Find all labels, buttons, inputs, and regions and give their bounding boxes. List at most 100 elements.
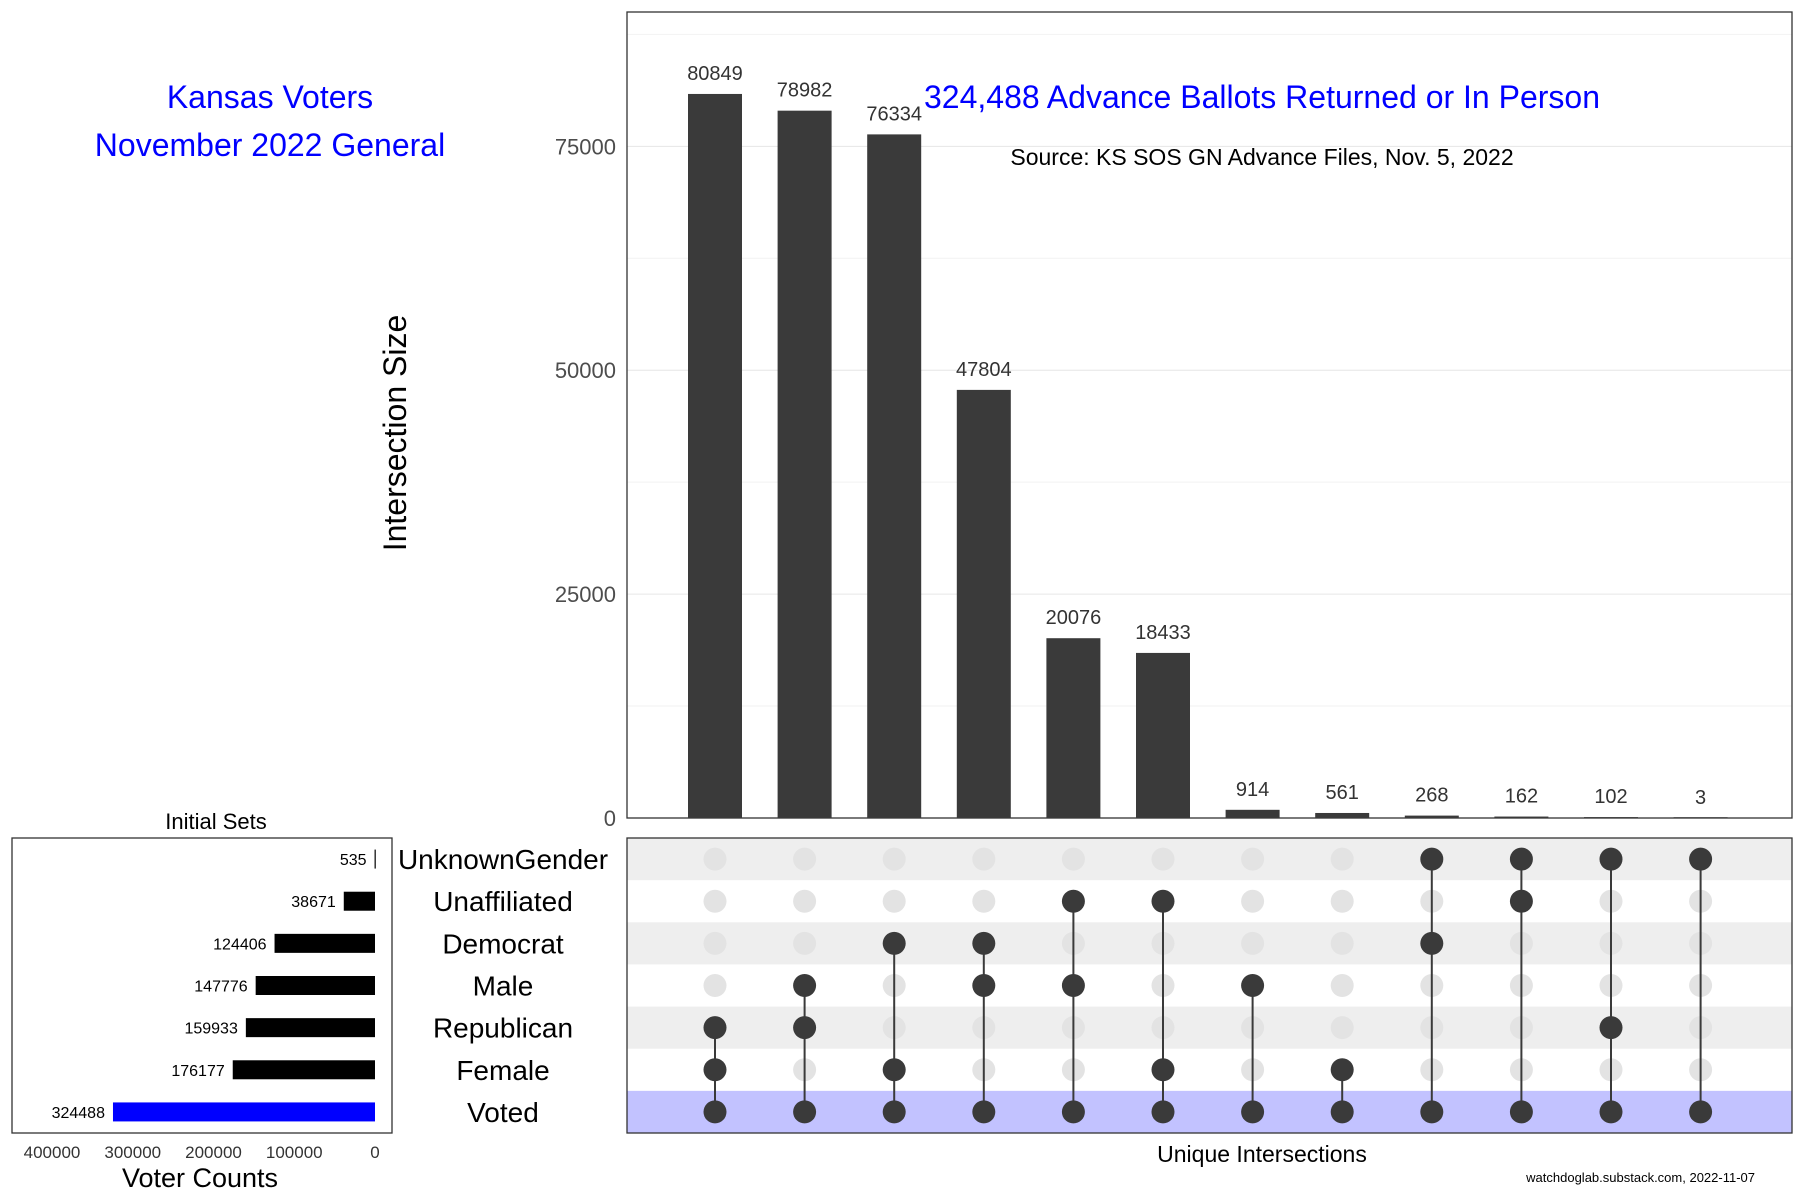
bar-value-label: 914 <box>1236 779 1269 801</box>
intersection-bar <box>1584 817 1638 818</box>
matrix-stripe <box>627 1006 1792 1049</box>
set-panel-title: Initial Sets <box>165 809 267 834</box>
matrix-dot-inactive <box>703 847 727 871</box>
matrix-dot-inactive <box>1151 847 1175 871</box>
bar-value-label: 561 <box>1326 782 1359 804</box>
set-size-label: 324488 <box>52 1105 105 1122</box>
set-size-panel: Initial Sets 535 38671 124406 147776 159933 17… <box>11 809 393 1193</box>
chart-title-line2: November 2022 General <box>95 127 445 163</box>
matrix-dot-active <box>1151 1100 1175 1124</box>
matrix-dot-inactive <box>703 889 727 913</box>
matrix-dot-active <box>703 1016 727 1040</box>
matrix-dot-inactive <box>793 931 817 955</box>
matrix-dot-active <box>1509 1100 1533 1124</box>
bar-value-label: 162 <box>1505 786 1538 808</box>
matrix-dot-inactive <box>1241 847 1265 871</box>
set-size-bar <box>374 849 376 869</box>
set-row-label: Voted <box>467 1097 539 1128</box>
set-x-axis-label: Voter Counts <box>122 1163 278 1193</box>
bar-value-label: 3 <box>1695 787 1706 809</box>
matrix-dot-active <box>972 1100 996 1124</box>
intersection-bar <box>1673 817 1728 818</box>
matrix-dot-active <box>1151 1058 1175 1082</box>
set-row-label: Female <box>456 1055 549 1086</box>
intersection-bar <box>1046 638 1101 818</box>
set-x-tick-label: 100000 <box>266 1143 323 1162</box>
intersection-bar <box>1494 816 1549 818</box>
matrix-dot-active <box>1061 974 1085 997</box>
matrix-frame <box>626 837 1793 1134</box>
bar-value-label: 76334 <box>866 103 922 125</box>
intersection-bar <box>688 93 742 819</box>
bar-value-label: 78982 <box>777 80 833 102</box>
matrix-dot-active <box>1599 847 1623 871</box>
bar-value-label: 20076 <box>1046 607 1102 629</box>
chart-title-line1: Kansas Voters <box>167 79 373 115</box>
matrix-dot-active <box>1599 1016 1623 1040</box>
matrix-dot-active <box>703 1058 727 1082</box>
set-size-label: 535 <box>340 852 367 869</box>
matrix-dot-active <box>1241 974 1265 997</box>
matrix-dot-active <box>1061 1100 1085 1124</box>
matrix-dot-inactive <box>882 889 906 913</box>
intersection-bar <box>1225 809 1280 818</box>
matrix-dot-inactive <box>972 847 996 871</box>
matrix-dot-inactive <box>703 931 727 955</box>
set-x-tick-label: 400000 <box>24 1143 81 1162</box>
set-x-tick-label: 0 <box>370 1143 379 1162</box>
source-note: Source: KS SOS GN Advance Files, Nov. 5,… <box>1010 144 1513 170</box>
intersection-bar <box>867 134 922 819</box>
y-axis-label: Intersection Size <box>377 315 413 552</box>
matrix-dot-inactive <box>703 974 727 997</box>
set-size-label: 159933 <box>184 1021 237 1038</box>
footer-note: watchdoglab.substack.com, 2022-11-07 <box>1525 1170 1755 1185</box>
y-tick-label: 25000 <box>555 582 616 607</box>
bar-value-label: 47804 <box>956 359 1012 381</box>
chart-header: Kansas Voters November 2022 General 324,… <box>95 79 1755 1185</box>
set-size-label: 176177 <box>171 1063 224 1080</box>
plot-title: 324,488 Advance Ballots Returned or In P… <box>924 79 1600 115</box>
matrix-dot-inactive <box>1330 889 1354 913</box>
matrix-dot-active <box>793 1100 817 1124</box>
bar-value-label: 102 <box>1594 786 1627 808</box>
bar-value-label: 18433 <box>1135 622 1191 644</box>
matrix-dot-active <box>882 931 906 955</box>
set-size-bar <box>245 1018 375 1038</box>
bar-value-label: 80849 <box>687 63 743 85</box>
intersection-bar <box>1404 815 1459 818</box>
set-row-label: UnknownGender <box>398 844 608 875</box>
matrix-dot-inactive <box>1330 974 1354 997</box>
set-size-bar <box>232 1060 375 1080</box>
set-row-label: Republican <box>433 1013 573 1044</box>
set-size-label: 124406 <box>213 936 266 953</box>
matrix-dot-active <box>972 931 996 955</box>
matrix-dot-active <box>1509 889 1533 913</box>
set-size-bar <box>112 1102 375 1122</box>
set-size-label: 147776 <box>194 979 247 996</box>
matrix-dot-inactive <box>1330 847 1354 871</box>
set-row-label: Democrat <box>442 928 564 959</box>
x-axis-label: Unique Intersections <box>1157 1141 1367 1167</box>
matrix-dot-active <box>882 1058 906 1082</box>
matrix-dot-inactive <box>1061 847 1085 871</box>
set-panel-frame <box>11 837 393 1134</box>
matrix-dot-active <box>1509 847 1533 871</box>
matrix-dot-active <box>793 974 817 997</box>
matrix-dot-active <box>793 1016 817 1040</box>
matrix-dot-inactive <box>1241 889 1265 913</box>
intersection-bar <box>956 389 1011 818</box>
matrix-dot-active <box>1420 847 1444 871</box>
matrix-dot-inactive <box>1330 931 1354 955</box>
set-size-bar <box>274 933 375 953</box>
set-row-label: Unaffiliated <box>433 886 573 917</box>
matrix-panel: UnknownGender Unaffiliated Democrat Male Rep… <box>398 837 1793 1134</box>
matrix-dot-active <box>1061 889 1085 913</box>
matrix-dot-inactive <box>793 889 817 913</box>
highlight-row <box>627 1090 1792 1133</box>
y-tick-label: 0 <box>604 806 616 831</box>
matrix-dot-active <box>1689 847 1713 871</box>
set-size-bar <box>255 976 375 995</box>
matrix-dot-active <box>1330 1058 1354 1082</box>
intersection-bar <box>1315 812 1370 818</box>
